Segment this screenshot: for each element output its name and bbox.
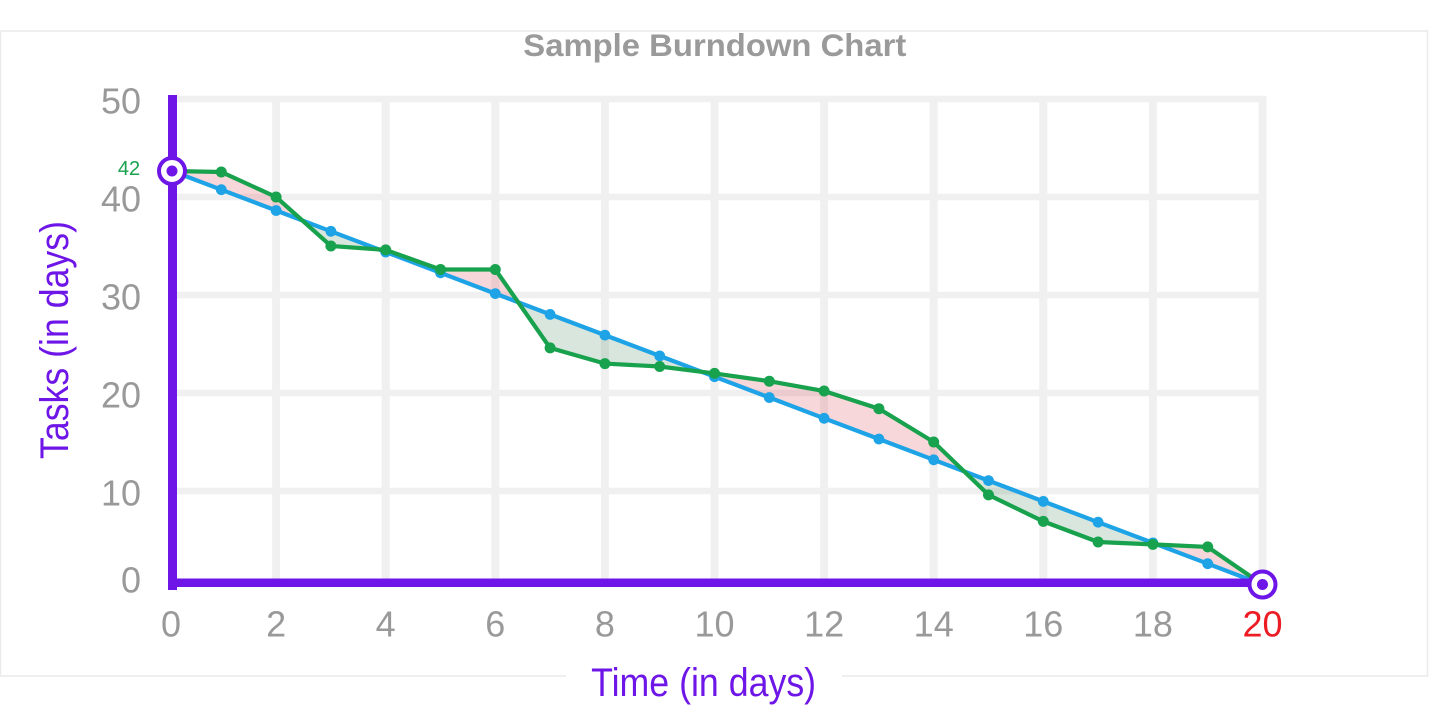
svg-text:42: 42 (118, 158, 140, 180)
svg-text:Sample Burndown Chart: Sample Burndown Chart (523, 27, 907, 63)
svg-text:8: 8 (595, 604, 615, 645)
svg-text:16: 16 (1023, 604, 1063, 645)
svg-text:18: 18 (1133, 604, 1173, 645)
svg-text:14: 14 (914, 604, 954, 645)
svg-text:20: 20 (1242, 604, 1282, 645)
svg-text:2: 2 (266, 604, 286, 645)
svg-text:0: 0 (121, 560, 141, 601)
svg-text:Tasks (in days): Tasks (in days) (33, 221, 77, 459)
svg-text:0: 0 (161, 604, 181, 645)
svg-text:12: 12 (804, 604, 844, 645)
svg-text:20: 20 (101, 375, 141, 416)
svg-text:10: 10 (101, 473, 141, 514)
svg-text:40: 40 (101, 179, 141, 220)
svg-text:30: 30 (101, 277, 141, 318)
svg-text:50: 50 (101, 81, 141, 122)
svg-text:4: 4 (376, 604, 396, 645)
svg-text:6: 6 (485, 604, 505, 645)
svg-text:10: 10 (694, 604, 734, 645)
svg-text:Time (in days): Time (in days) (591, 661, 816, 705)
